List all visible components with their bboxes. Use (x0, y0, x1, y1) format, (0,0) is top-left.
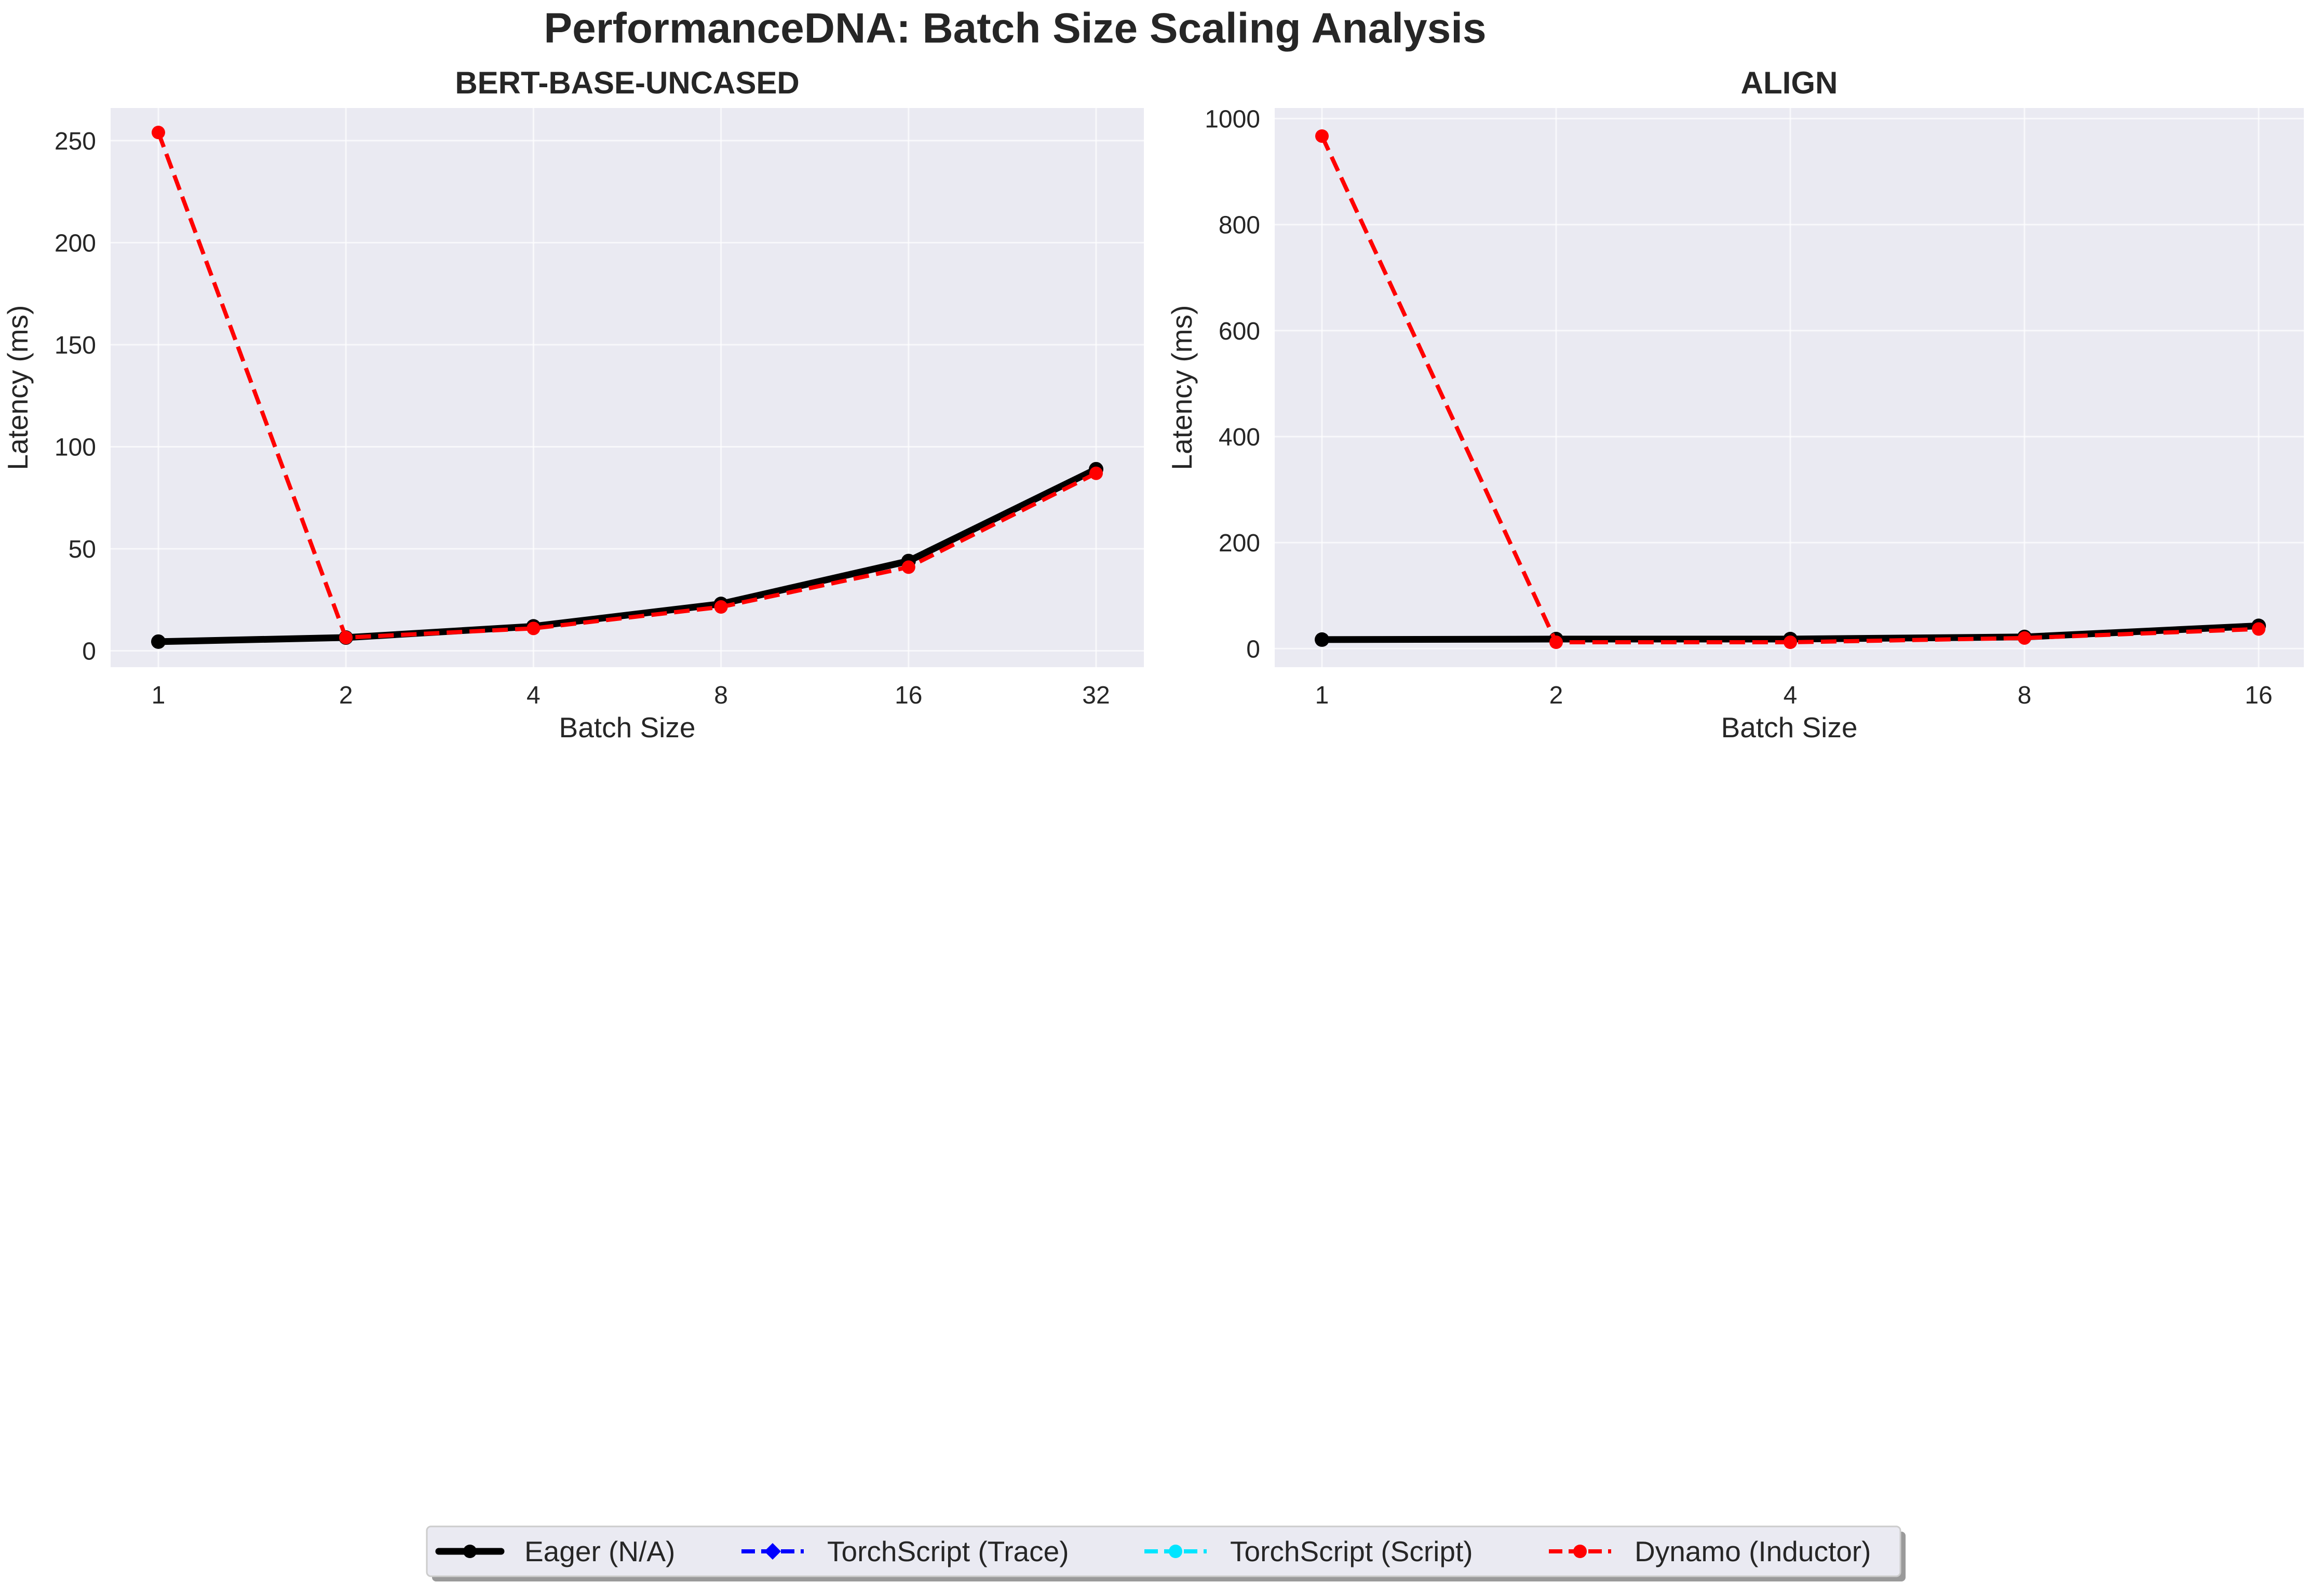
y-tick-label: 0 (82, 638, 96, 666)
x-tick-label: 16 (2245, 682, 2272, 709)
legend-entry: TorchScript (Script) (1144, 1535, 1473, 1567)
y-tick-label: 150 (55, 332, 96, 359)
legend: Eager (N/A) TorchScript (Trace) TorchScrip… (426, 1525, 1906, 1581)
legend-entry: Eager (N/A) (435, 1535, 675, 1567)
plot-area (111, 108, 1144, 667)
y-axis-label: Latency (ms) (1166, 305, 1198, 470)
y-tick-label: 400 (1219, 424, 1260, 451)
data-point (152, 126, 165, 140)
panels: BERT-BASE-UNCASED 0 50 100 150 200 250 1 2 4 8 16 32… (2, 65, 2304, 743)
data-point (714, 600, 728, 614)
data-point (1315, 632, 1329, 647)
y-tick-label: 200 (1219, 530, 1260, 557)
x-tick-label: 2 (1549, 682, 1563, 709)
data-point (1784, 635, 1797, 650)
x-axis-label: Batch Size (559, 711, 696, 743)
series-2 (152, 126, 1103, 645)
x-tick-label: 8 (2018, 682, 2032, 709)
panel-1: BERT-BASE-UNCASED 0 50 100 150 200 250 1 2 4 8 16 32… (2, 65, 1144, 743)
series-line (155, 466, 1100, 645)
panel-title: ALIGN (1741, 65, 1838, 100)
x-tick-label: 2 (339, 682, 353, 709)
data-point (339, 631, 353, 645)
data-point (526, 621, 541, 635)
data-point (1089, 466, 1103, 480)
y-tick-label: 100 (55, 434, 96, 461)
y-tick-label: 600 (1219, 318, 1260, 345)
x-tick-label: 4 (1784, 682, 1798, 709)
legend-swatch-marker (1573, 1545, 1587, 1558)
legend-label: Dynamo (Inductor) (1635, 1535, 1871, 1567)
x-tick-label: 1 (1315, 682, 1329, 709)
legend-swatch-marker (764, 1543, 781, 1560)
y-tick-label: 1000 (1205, 105, 1260, 133)
legend-label: TorchScript (Trace) (827, 1535, 1069, 1567)
legend-label: Eager (N/A) (524, 1535, 675, 1567)
legend-entry: TorchScript (Trace) (741, 1535, 1069, 1567)
data-point (2252, 622, 2265, 636)
x-tick-label: 16 (895, 682, 922, 709)
x-tick-label: 4 (526, 682, 541, 709)
data-point (1315, 129, 1329, 143)
figure-title: PerformanceDNA: Batch Size Scaling Analy… (544, 5, 1486, 52)
data-point (151, 634, 166, 649)
x-tick-label: 1 (152, 682, 166, 709)
y-tick-label: 250 (55, 128, 96, 155)
legend-swatch-marker (463, 1545, 477, 1558)
legend-entry: Dynamo (Inductor) (1549, 1535, 1871, 1567)
y-axis-label: Latency (ms) (2, 305, 34, 470)
legend-box (426, 1525, 1901, 1577)
legend-label: TorchScript (Script) (1230, 1535, 1473, 1567)
series-line (156, 131, 1097, 640)
data-point (901, 560, 915, 574)
legend-swatch-marker (1169, 1545, 1182, 1558)
data-point (2018, 631, 2031, 645)
data-point (1549, 635, 1563, 650)
x-tick-label: 8 (714, 682, 728, 709)
y-tick-label: 0 (1246, 635, 1260, 663)
panel-title: BERT-BASE-UNCASED (455, 65, 799, 100)
y-tick-label: 50 (69, 536, 96, 563)
x-axis-label: Batch Size (1721, 711, 1858, 743)
x-tick-label: 32 (1082, 682, 1110, 709)
series-2 (1315, 129, 2265, 650)
y-tick-label: 800 (1219, 212, 1260, 239)
y-tick-label: 200 (55, 229, 96, 257)
panel-2: ALIGN 0 200 400 600 800 1000 1 2 4 8 16 Batch Size La… (1166, 65, 2304, 743)
plot-area (1275, 108, 2304, 667)
